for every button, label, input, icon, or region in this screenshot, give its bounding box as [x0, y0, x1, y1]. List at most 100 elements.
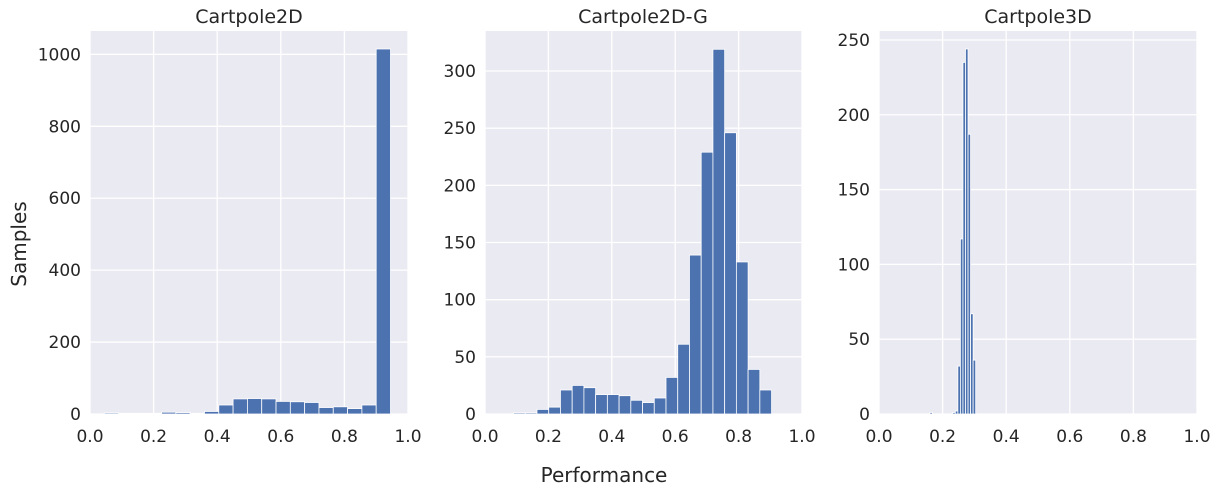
x-tick-label-cartpole3d-0: 0.0: [865, 427, 892, 447]
y-tick-label-cartpole3d-4: 200: [838, 106, 870, 126]
y-tick-label-cartpole2d-g-6: 300: [444, 62, 476, 82]
y-tick-label-cartpole3d-0: 0: [859, 405, 870, 425]
histogram-bar-cartpole2d-g-3: [548, 406, 561, 415]
histogram-bar-cartpole3d-15: [967, 133, 971, 415]
bars-cartpole2d-g: [513, 48, 772, 415]
x-tick-labels-cartpole2d: 0.0 0.2 0.4 0.6 0.8 1.0: [76, 427, 421, 447]
histogram-bar-cartpole2d-g-15: [689, 254, 702, 415]
histogram-bar-cartpole2d-g-14: [677, 343, 690, 415]
panel-cartpole3d: 0.0 0.2 0.4 0.6 0.8 1.0 0 50 100 150 200 250 Cartp…: [838, 6, 1211, 447]
x-tick-label-cartpole2d-g-1: 0.2: [535, 427, 562, 447]
y-tick-label-cartpole2d-g-2: 100: [444, 291, 476, 311]
histogram-bar-cartpole2d-11: [247, 398, 263, 415]
histogram-bar-cartpole2d-5: [161, 411, 177, 415]
bars-cartpole3d: [929, 48, 977, 415]
histogram-bar-cartpole2d-3: [132, 412, 148, 415]
y-tick-label-cartpole3d-1: 50: [848, 330, 870, 350]
histogram-bar-cartpole2d-g-6: [583, 387, 597, 415]
histogram-bar-cartpole2d-18: [347, 408, 363, 415]
histogram-bar-cartpole2d-g-1: [524, 412, 538, 415]
histogram-bar-cartpole2d-g-21: [759, 389, 772, 415]
y-tick-label-cartpole2d-2: 400: [49, 261, 81, 281]
histogram-bar-cartpole2d-9: [218, 404, 234, 415]
y-tick-labels-cartpole2d-g: 0 50 100 150 200 250 300: [444, 62, 476, 425]
x-tick-label-cartpole3d-1: 0.2: [929, 427, 956, 447]
histogram-bar-cartpole2d-g-4: [560, 389, 573, 415]
y-tick-label-cartpole2d-4: 800: [49, 117, 81, 137]
x-tick-labels-cartpole3d: 0.0 0.2 0.4 0.6 0.8 1.0: [865, 427, 1210, 447]
histogram-bar-cartpole2d-1: [103, 412, 120, 415]
y-tick-labels-cartpole2d: 0 200 400 600 800 1000: [38, 45, 81, 425]
x-tick-label-cartpole2d-g-0: 0.0: [471, 427, 498, 447]
x-axis-label: Performance: [541, 463, 668, 487]
histogram-bar-cartpole2d-g-19: [735, 261, 749, 415]
y-tick-label-cartpole2d-g-0: 0: [465, 405, 476, 425]
histogram-bar-cartpole2d-g-18: [724, 132, 737, 415]
x-tick-label-cartpole3d-2: 0.4: [993, 427, 1020, 447]
histogram-bar-cartpole2d-g-20: [747, 369, 761, 415]
histogram-bar-cartpole3d-17: [972, 359, 977, 415]
histogram-bar-cartpole2d-6: [175, 412, 191, 415]
x-tick-label-cartpole3d-3: 0.6: [1056, 427, 1083, 447]
histogram-bar-cartpole2d-g-9: [618, 395, 632, 415]
histogram-bar-cartpole2d-8: [204, 411, 220, 415]
histogram-bar-cartpole2d-g-12: [653, 397, 667, 415]
histogram-bar-cartpole2d-17: [332, 406, 348, 415]
histogram-bar-cartpole2d-10: [232, 398, 248, 415]
histogram-bar-cartpole2d-g-16: [700, 151, 714, 415]
y-tick-label-cartpole2d-g-1: 50: [454, 348, 476, 368]
y-tick-label-cartpole2d-0: 0: [70, 405, 81, 425]
histogram-bar-cartpole2d-g-17: [712, 48, 726, 415]
x-tick-label-cartpole2d-g-4: 0.8: [725, 427, 752, 447]
plot-area-cartpole3d: [879, 31, 1197, 414]
y-tick-label-cartpole2d-g-4: 200: [444, 176, 476, 196]
histogram-bar-cartpole2d-2: [118, 412, 134, 415]
x-tick-label-cartpole3d-5: 1.0: [1183, 427, 1210, 447]
histogram-bar-cartpole2d-14: [289, 401, 306, 415]
histogram-bar-cartpole2d-7: [189, 412, 205, 415]
histogram-bar-cartpole2d-20: [375, 48, 391, 415]
plot-area-cartpole2d-g: [485, 31, 802, 414]
histogram-bar-cartpole2d-g-11: [642, 402, 655, 415]
x-tick-label-cartpole2d-g-5: 1.0: [788, 427, 815, 447]
histogram-bar-cartpole3d-0: [929, 412, 933, 415]
chart-title-cartpole2d-g: Cartpole2D-G: [578, 6, 708, 28]
x-tick-labels-cartpole2d-g: 0.0 0.2 0.4 0.6 0.8 1.0: [471, 427, 815, 447]
y-tick-label-cartpole2d-g-5: 250: [444, 119, 476, 139]
y-tick-label-cartpole2d-g-3: 150: [444, 234, 476, 254]
histogram-bar-cartpole2d-19: [361, 404, 377, 415]
bars-cartpole2d: [103, 48, 391, 415]
chart-title-cartpole3d: Cartpole3D: [984, 6, 1092, 28]
x-tick-label-cartpole2d-0: 0.0: [76, 427, 103, 447]
histogram-bar-cartpole2d-g-0: [513, 412, 526, 415]
histogram-bar-cartpole2d-g-8: [606, 394, 620, 415]
x-tick-label-cartpole2d-5: 1.0: [394, 427, 421, 447]
y-tick-label-cartpole2d-5: 1000: [38, 45, 81, 65]
y-axis-label: Samples: [7, 201, 31, 286]
chart-title-cartpole2d: Cartpole2D: [195, 6, 303, 28]
y-tick-label-cartpole3d-2: 100: [838, 255, 870, 275]
histogram-bar-cartpole2d-g-5: [571, 385, 585, 415]
histogram-bar-cartpole2d-16: [318, 407, 334, 415]
x-tick-label-cartpole2d-4: 0.8: [331, 427, 358, 447]
histogram-bar-cartpole2d-g-10: [630, 399, 643, 415]
histogram-bar-cartpole2d-13: [275, 401, 291, 415]
y-tick-label-cartpole2d-3: 600: [49, 189, 81, 209]
x-tick-label-cartpole2d-2: 0.4: [204, 427, 231, 447]
histogram-bar-cartpole2d-g-2: [536, 409, 550, 415]
y-tick-label-cartpole2d-1: 200: [49, 333, 81, 353]
x-tick-label-cartpole2d-g-2: 0.4: [598, 427, 625, 447]
y-tick-label-cartpole3d-3: 150: [838, 181, 870, 201]
y-tick-label-cartpole3d-5: 250: [838, 31, 870, 51]
histogram-bar-cartpole2d-g-13: [665, 377, 679, 415]
histogram-bar-cartpole2d-g-7: [595, 394, 608, 415]
x-tick-label-cartpole2d-3: 0.6: [267, 427, 294, 447]
gridlines-cartpole2d: [89, 31, 409, 415]
x-tick-label-cartpole2d-1: 0.2: [140, 427, 167, 447]
panel-cartpole2d: 0.0 0.2 0.4 0.6 0.8 1.0 0 200 400 600 800 1000 Car…: [38, 6, 422, 447]
panel-cartpole2d-g: 0.0 0.2 0.4 0.6 0.8 1.0 0 50 100 150 200 250 300 Ca…: [444, 6, 816, 447]
histogram-bar-cartpole2d-4: [146, 412, 162, 415]
histogram-bar-cartpole2d-12: [261, 398, 277, 415]
x-tick-label-cartpole2d-g-3: 0.6: [662, 427, 689, 447]
